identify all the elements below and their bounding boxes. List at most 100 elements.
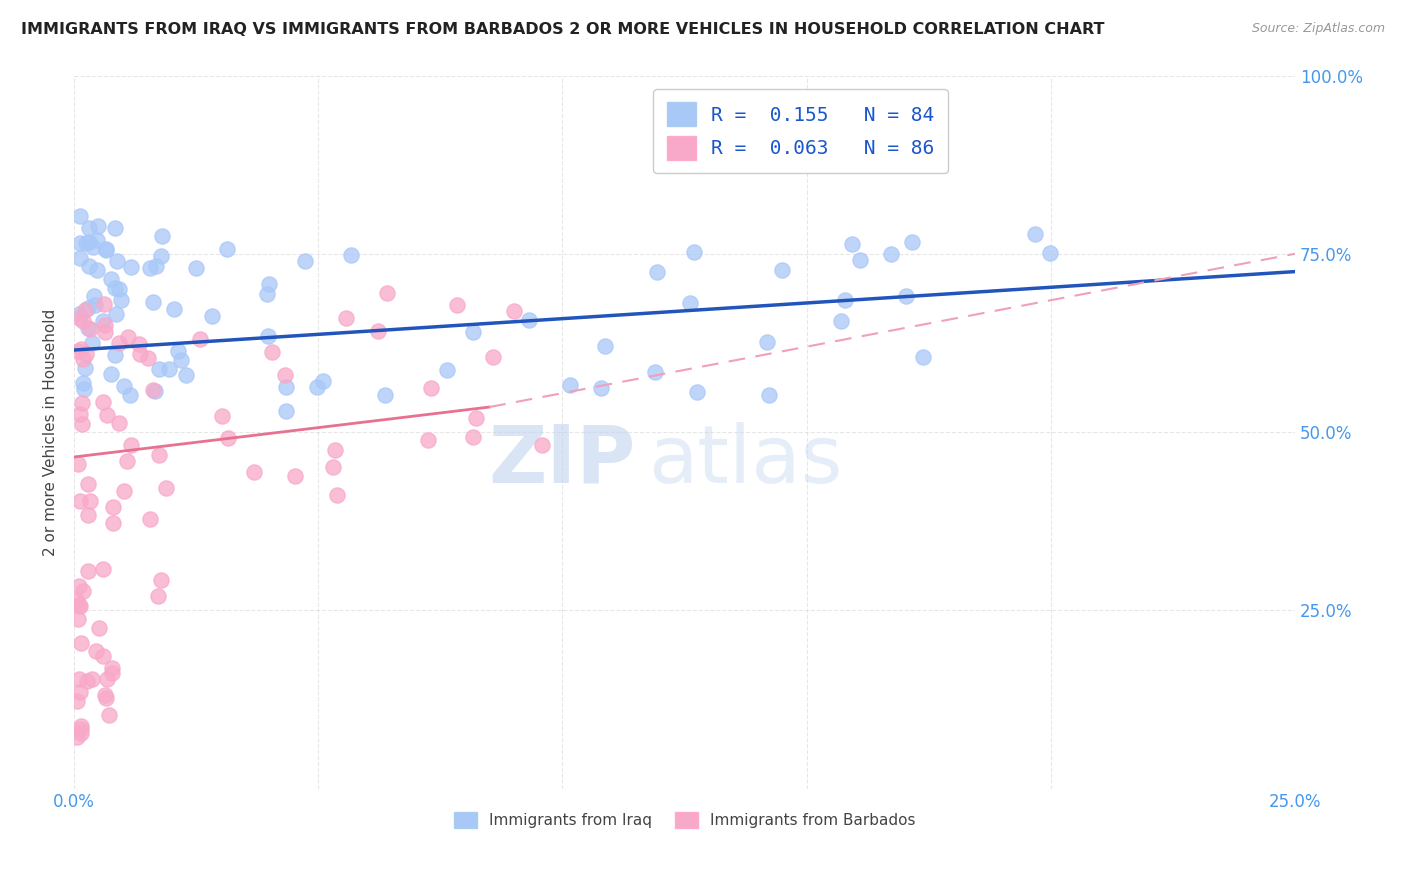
Point bbox=[105, 307, 128, 321]
Point bbox=[112, 483, 135, 498]
Point bbox=[211, 409, 233, 423]
Point bbox=[146, 589, 169, 603]
Point bbox=[257, 329, 280, 343]
Point bbox=[880, 247, 903, 261]
Point bbox=[72, 583, 94, 598]
Point bbox=[69, 209, 91, 223]
Point bbox=[367, 324, 389, 338]
Point bbox=[104, 348, 127, 362]
Point bbox=[201, 309, 224, 323]
Point bbox=[94, 690, 117, 705]
Point bbox=[416, 433, 439, 447]
Point bbox=[215, 242, 238, 256]
Point bbox=[72, 352, 94, 367]
Point bbox=[120, 438, 142, 452]
Point bbox=[101, 516, 124, 530]
Point bbox=[143, 384, 166, 398]
Point bbox=[323, 442, 346, 457]
Point bbox=[150, 574, 173, 588]
Point bbox=[170, 352, 193, 367]
Point bbox=[307, 380, 329, 394]
Point bbox=[517, 313, 540, 327]
Point bbox=[155, 481, 177, 495]
Point bbox=[66, 694, 89, 708]
Point bbox=[142, 295, 165, 310]
Text: IMMIGRANTS FROM IRAQ VS IMMIGRANTS FROM BARBADOS 2 OR MORE VEHICLES IN HOUSEHOLD: IMMIGRANTS FROM IRAQ VS IMMIGRANTS FROM … bbox=[21, 22, 1105, 37]
Point bbox=[834, 293, 856, 307]
Point bbox=[75, 235, 97, 250]
Y-axis label: 2 or more Vehicles in Household: 2 or more Vehicles in Household bbox=[44, 309, 58, 556]
Point bbox=[91, 314, 114, 328]
Point bbox=[73, 361, 96, 376]
Point bbox=[503, 303, 526, 318]
Point bbox=[79, 260, 101, 274]
Text: Source: ZipAtlas.com: Source: ZipAtlas.com bbox=[1251, 22, 1385, 36]
Point bbox=[66, 594, 89, 608]
Point bbox=[139, 512, 162, 526]
Point bbox=[682, 245, 704, 260]
Point bbox=[76, 564, 98, 578]
Point bbox=[67, 579, 90, 593]
Point bbox=[97, 707, 120, 722]
Point bbox=[94, 318, 117, 332]
Point bbox=[69, 599, 91, 613]
Point bbox=[110, 293, 132, 307]
Point bbox=[69, 307, 91, 321]
Point bbox=[70, 396, 93, 410]
Point bbox=[243, 465, 266, 479]
Point bbox=[72, 376, 94, 390]
Point bbox=[70, 723, 93, 737]
Point bbox=[284, 468, 307, 483]
Point bbox=[260, 344, 283, 359]
Point bbox=[67, 672, 90, 686]
Point bbox=[69, 252, 91, 266]
Point bbox=[841, 237, 863, 252]
Point bbox=[104, 221, 127, 235]
Point bbox=[76, 508, 98, 522]
Point bbox=[77, 235, 100, 250]
Point bbox=[86, 233, 108, 247]
Point bbox=[257, 277, 280, 292]
Point bbox=[461, 430, 484, 444]
Point bbox=[118, 388, 141, 402]
Point bbox=[1038, 246, 1060, 260]
Point bbox=[83, 298, 105, 312]
Point bbox=[274, 379, 297, 393]
Point bbox=[86, 262, 108, 277]
Point bbox=[163, 301, 186, 316]
Point bbox=[322, 459, 344, 474]
Point bbox=[274, 404, 297, 418]
Point bbox=[335, 310, 357, 325]
Point bbox=[374, 388, 396, 402]
Point bbox=[107, 417, 129, 431]
Point bbox=[76, 477, 98, 491]
Point bbox=[593, 339, 616, 353]
Point bbox=[645, 265, 668, 279]
Point bbox=[94, 242, 117, 256]
Point bbox=[87, 219, 110, 233]
Point bbox=[465, 411, 488, 425]
Point bbox=[136, 351, 159, 365]
Point bbox=[446, 298, 468, 312]
Point bbox=[91, 394, 114, 409]
Point bbox=[108, 282, 131, 296]
Point bbox=[96, 243, 118, 257]
Point bbox=[128, 336, 150, 351]
Point bbox=[188, 333, 211, 347]
Legend: Immigrants from Iraq, Immigrants from Barbados: Immigrants from Iraq, Immigrants from Ba… bbox=[447, 806, 921, 834]
Point bbox=[73, 303, 96, 318]
Point bbox=[145, 259, 167, 273]
Point bbox=[100, 272, 122, 286]
Point bbox=[312, 374, 335, 388]
Point bbox=[150, 249, 173, 263]
Point bbox=[1024, 227, 1046, 241]
Point bbox=[79, 322, 101, 336]
Point bbox=[82, 336, 104, 351]
Point bbox=[375, 286, 398, 301]
Text: atlas: atlas bbox=[648, 422, 842, 500]
Point bbox=[901, 235, 924, 249]
Point bbox=[94, 689, 117, 703]
Point bbox=[589, 381, 612, 395]
Point bbox=[93, 648, 115, 663]
Point bbox=[67, 598, 90, 612]
